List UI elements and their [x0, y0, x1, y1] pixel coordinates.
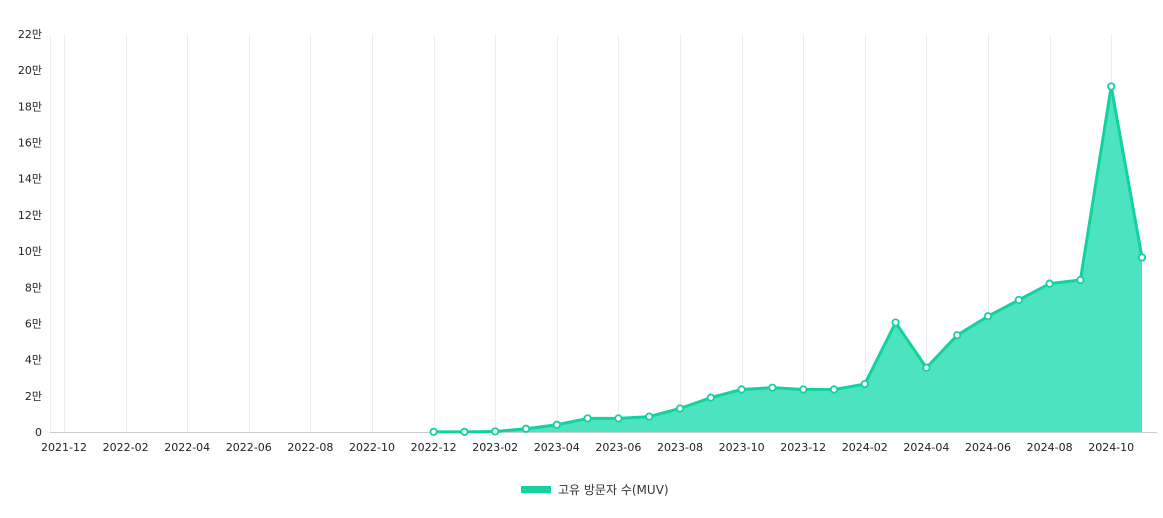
- data-point: [706, 393, 715, 402]
- data-point: [1045, 279, 1054, 288]
- x-tick-label: 2022-12: [411, 441, 457, 454]
- series-line-layer: [433, 84, 1144, 434]
- legend[interactable]: 고유 방문자 수(MUV): [521, 483, 669, 497]
- x-tick-label: 2022-06: [226, 441, 272, 454]
- data-point: [675, 404, 685, 413]
- x-tick-label: 2023-06: [595, 441, 641, 454]
- y-tick-label: 20만: [18, 64, 42, 77]
- y-tick-label: 12만: [18, 209, 42, 222]
- series-line: [433, 84, 1144, 434]
- data-point: [922, 363, 931, 372]
- x-axis-ticks: 2021-12 2022-02 2022-04 2022-06 2022-08 2022-…: [41, 441, 1134, 454]
- data-point: [521, 424, 531, 433]
- y-tick-label: 4만: [25, 354, 42, 367]
- data-point: [829, 385, 839, 394]
- x-tick-label: 2023-12: [780, 441, 826, 454]
- data-point: [768, 383, 777, 392]
- y-tick-label: 8만: [25, 281, 42, 294]
- x-tick-label: 2023-10: [719, 441, 765, 454]
- series-area: [433, 86, 1143, 433]
- y-tick-label: 16만: [18, 137, 42, 150]
- series-area-layer: [433, 86, 1143, 433]
- x-tick-label: 2022-10: [349, 441, 395, 454]
- x-tick-label: 2022-08: [287, 441, 333, 454]
- x-tick-label: 2022-04: [164, 441, 210, 454]
- x-tick-label: 2024-06: [965, 441, 1011, 454]
- y-tick-label: 22만: [18, 28, 42, 41]
- x-tick-label: 2021-12: [41, 441, 87, 454]
- x-tick-label: 2024-02: [842, 441, 888, 454]
- x-tick-label: 2023-04: [534, 441, 580, 454]
- y-tick-label: 6만: [25, 317, 42, 330]
- x-tick-label: 2024-08: [1027, 441, 1073, 454]
- data-points: [429, 82, 1147, 436]
- data-point: [460, 427, 469, 436]
- data-point: [891, 318, 900, 327]
- data-point: [429, 427, 438, 436]
- data-point: [983, 312, 993, 321]
- data-point: [953, 331, 962, 340]
- y-tick-label: 2만: [25, 390, 42, 403]
- data-point: [860, 379, 869, 389]
- legend-swatch[interactable]: [521, 486, 551, 493]
- data-point: [1076, 275, 1085, 285]
- x-tick-label: 2023-02: [472, 441, 518, 454]
- x-tick-label: 2024-04: [903, 441, 949, 454]
- legend-label[interactable]: 고유 방문자 수(MUV): [558, 483, 669, 497]
- y-tick-label: 18만: [18, 100, 42, 113]
- data-point: [645, 412, 654, 421]
- data-point: [737, 385, 746, 394]
- x-tick-label: 2024-10: [1088, 441, 1134, 454]
- data-point: [799, 385, 808, 394]
- data-point: [552, 420, 561, 429]
- data-point: [491, 427, 500, 436]
- data-point: [1014, 295, 1023, 305]
- y-axis-ticks: 0 2만 4만 6만 8만 10만 12만 14만 16만 18만 20만 22만: [18, 28, 42, 439]
- data-point: [1137, 253, 1147, 262]
- data-point: [1107, 82, 1116, 91]
- y-tick-label: 14만: [18, 173, 42, 186]
- data-point: [583, 414, 592, 423]
- data-point: [614, 414, 623, 423]
- x-tick-label: 2023-08: [657, 441, 703, 454]
- y-tick-label: 10만: [18, 245, 42, 258]
- x-tick-label: 2022-02: [103, 441, 149, 454]
- y-tick-label: 0: [35, 426, 42, 439]
